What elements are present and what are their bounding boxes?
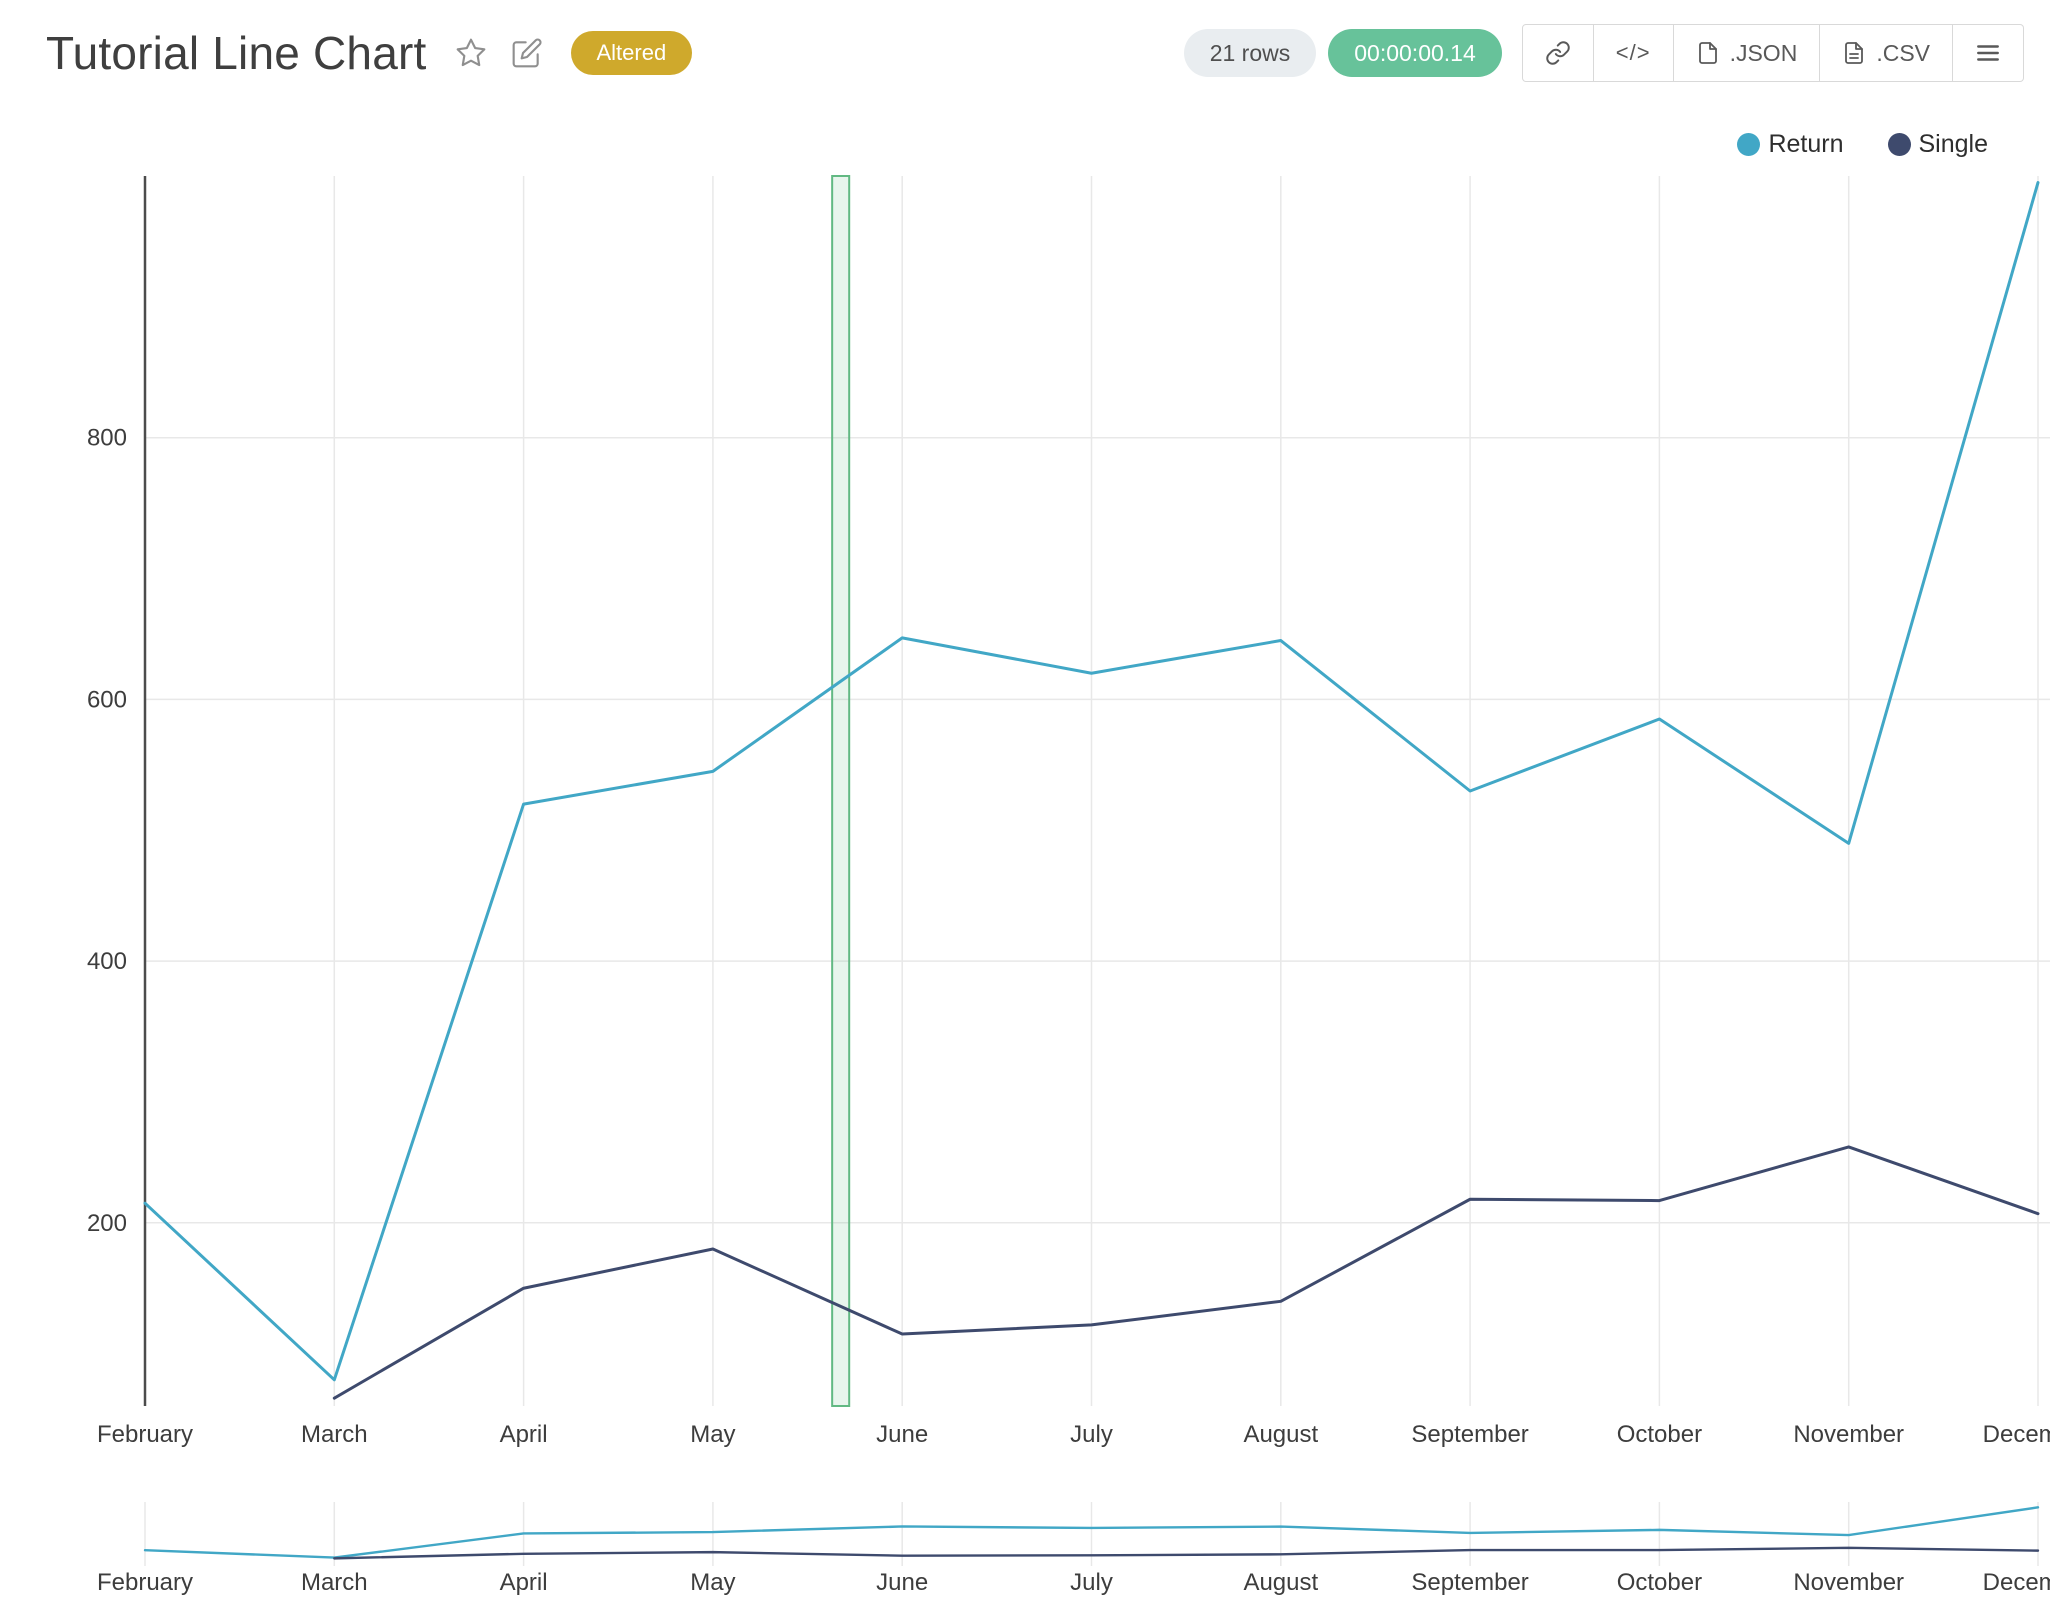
altered-badge: Altered: [570, 31, 693, 75]
svg-text:June: June: [876, 1421, 928, 1448]
link-icon: [1546, 41, 1570, 65]
svg-text:200: 200: [87, 1210, 127, 1237]
svg-text:July: July: [1070, 1421, 1113, 1448]
series-line-return[interactable]: [143, 181, 2040, 1382]
svg-text:June: June: [876, 1569, 928, 1596]
edit-icon: [512, 38, 542, 68]
x-axis-labels: February March April May June July August Septe…: [97, 1421, 2050, 1448]
title-actions: [455, 37, 543, 69]
download-csv-button[interactable]: .CSV: [1820, 24, 1953, 82]
chart-legend: Return Single: [1737, 130, 1988, 159]
star-icon: [456, 38, 485, 67]
share-link-button[interactable]: [1521, 24, 1594, 82]
result-toolbar: 21 rows 00:00:00.14 </> .JSON: [1183, 24, 2024, 82]
download-csv-label: .CSV: [1876, 39, 1930, 66]
svg-text:September: September: [1411, 1421, 1528, 1448]
legend-dot-return: [1737, 133, 1761, 156]
svg-text:February: February: [97, 1421, 193, 1448]
svg-text:November: November: [1793, 1421, 1904, 1448]
legend-item-return[interactable]: Return: [1737, 130, 1844, 159]
svg-text:November: November: [1793, 1569, 1904, 1596]
svg-text:March: March: [301, 1421, 368, 1448]
y-axis-labels: 200 400 600 800: [87, 425, 127, 1237]
svg-text:September: September: [1411, 1569, 1528, 1596]
legend-label-return: Return: [1768, 130, 1844, 158]
svg-text:800: 800: [87, 425, 127, 452]
row-count-badge: 21 rows: [1183, 29, 1317, 77]
svg-text:May: May: [690, 1421, 735, 1448]
menu-icon: [1977, 45, 1999, 61]
file-json-icon: [1698, 42, 1717, 64]
series-line-single[interactable]: [332, 1145, 2040, 1400]
more-menu-button[interactable]: [1953, 24, 2024, 82]
download-json-label: .JSON: [1729, 39, 1798, 66]
svg-text:April: April: [500, 1569, 548, 1596]
svg-text:April: April: [500, 1421, 548, 1448]
legend-dot-single: [1887, 133, 1911, 156]
svg-text:October: October: [1617, 1569, 1702, 1596]
svg-text:600: 600: [87, 686, 127, 713]
download-json-button[interactable]: .JSON: [1673, 24, 1821, 82]
svg-text:May: May: [690, 1569, 735, 1596]
file-csv-icon: [1845, 42, 1864, 64]
rangeslider-line-single[interactable]: [333, 1546, 2040, 1560]
legend-item-single[interactable]: Single: [1887, 130, 1989, 159]
rangeslider-line-return[interactable]: [143, 1506, 2040, 1559]
plot-area[interactable]: [143, 181, 2040, 1400]
export-button-group: </> .JSON .CSV: [1521, 24, 2024, 82]
svg-text:August: August: [1243, 1421, 1318, 1448]
edit-name-button[interactable]: [511, 37, 543, 69]
selection-band: [831, 175, 851, 1407]
page-title: Tutorial Line Chart: [46, 27, 427, 79]
svg-text:August: August: [1243, 1569, 1318, 1596]
embed-button[interactable]: </>: [1593, 24, 1674, 82]
gridlines: [144, 176, 2050, 1566]
rangeslider[interactable]: [143, 1506, 2040, 1560]
svg-text:400: 400: [87, 948, 127, 975]
runtime-badge: 00:00:00.14: [1328, 29, 1502, 77]
embed-code-icon: </>: [1615, 40, 1651, 65]
svg-text:December: December: [1983, 1569, 2050, 1596]
header: Tutorial Line Chart Altered 21 rows 00:0…: [0, 0, 2050, 106]
svg-text:February: February: [97, 1569, 193, 1596]
svg-text:July: July: [1070, 1569, 1113, 1596]
svg-text:October: October: [1617, 1421, 1702, 1448]
legend-label-single: Single: [1918, 130, 1989, 158]
svg-text:December: December: [1983, 1421, 2050, 1448]
favorite-star-button[interactable]: [455, 37, 487, 69]
rangeslider-x-labels: February March April May June July August Septe…: [97, 1569, 2050, 1596]
svg-text:March: March: [301, 1569, 368, 1596]
